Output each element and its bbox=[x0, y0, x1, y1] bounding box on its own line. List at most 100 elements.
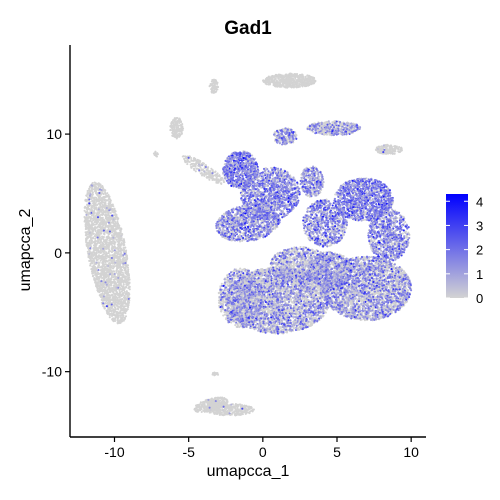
data-point bbox=[97, 198, 100, 201]
data-point bbox=[120, 247, 123, 250]
data-point bbox=[93, 261, 96, 264]
data-point bbox=[108, 283, 111, 286]
data-point bbox=[296, 75, 299, 79]
data-point bbox=[108, 214, 111, 217]
data-point bbox=[400, 146, 403, 149]
data-point bbox=[108, 313, 111, 316]
data-point bbox=[122, 283, 125, 286]
data-point bbox=[109, 262, 112, 265]
data-point bbox=[179, 127, 182, 130]
data-point bbox=[119, 273, 122, 276]
data-point bbox=[175, 137, 178, 140]
data-point bbox=[97, 285, 100, 288]
data-point bbox=[270, 75, 273, 78]
data-point bbox=[112, 229, 115, 232]
data-point bbox=[266, 77, 270, 80]
data-point bbox=[386, 150, 389, 153]
data-point bbox=[91, 181, 94, 185]
data-point bbox=[122, 314, 125, 317]
data-point bbox=[89, 256, 92, 259]
data-point bbox=[271, 79, 274, 82]
data-point bbox=[118, 257, 122, 261]
data-point bbox=[274, 74, 277, 77]
data-point bbox=[110, 287, 113, 290]
data-point bbox=[100, 201, 103, 204]
data-point bbox=[103, 307, 106, 310]
data-point bbox=[300, 76, 303, 79]
data-point bbox=[122, 279, 125, 282]
data-point bbox=[86, 210, 89, 213]
data-point bbox=[103, 260, 106, 263]
data-point bbox=[286, 84, 289, 87]
data-point bbox=[107, 224, 110, 227]
data-point bbox=[277, 77, 280, 80]
data-point bbox=[117, 250, 120, 253]
data-point bbox=[100, 249, 103, 252]
data-point bbox=[113, 207, 116, 210]
data-point bbox=[101, 260, 104, 263]
data-point bbox=[176, 129, 179, 132]
data-point bbox=[213, 178, 216, 181]
data-point bbox=[223, 213, 226, 217]
data-point bbox=[95, 207, 98, 210]
data-point bbox=[112, 320, 115, 323]
data-point bbox=[376, 150, 380, 153]
data-point bbox=[174, 136, 177, 139]
data-point bbox=[101, 213, 104, 217]
data-point bbox=[98, 214, 101, 217]
data-point bbox=[105, 309, 108, 312]
data-point bbox=[106, 267, 109, 270]
data-point bbox=[101, 283, 104, 286]
data-point bbox=[108, 244, 111, 247]
data-point bbox=[124, 293, 127, 296]
data-point bbox=[110, 281, 114, 285]
data-point bbox=[274, 227, 277, 230]
data-point bbox=[264, 81, 267, 84]
data-point bbox=[193, 167, 196, 170]
data-point bbox=[291, 85, 294, 88]
data-point bbox=[98, 291, 101, 294]
data-point bbox=[111, 203, 114, 206]
data-point bbox=[213, 90, 216, 93]
data-point bbox=[218, 216, 221, 220]
data-point bbox=[102, 193, 105, 196]
data-point bbox=[169, 128, 172, 132]
data-point bbox=[393, 149, 396, 153]
data-point bbox=[85, 239, 88, 242]
data-point bbox=[386, 143, 389, 146]
data-point bbox=[213, 81, 216, 84]
data-point bbox=[107, 241, 110, 245]
data-point bbox=[104, 286, 107, 289]
data-point bbox=[294, 83, 297, 86]
data-point bbox=[304, 82, 307, 85]
data-point bbox=[103, 219, 106, 223]
data-point bbox=[100, 210, 103, 213]
data-point bbox=[113, 232, 116, 235]
points-layer bbox=[83, 72, 413, 417]
data-point bbox=[119, 320, 122, 323]
data-point bbox=[95, 193, 98, 196]
data-point bbox=[88, 189, 91, 192]
data-point bbox=[107, 291, 110, 294]
data-point bbox=[87, 247, 90, 250]
data-point bbox=[222, 180, 225, 184]
data-point bbox=[85, 232, 88, 235]
data-point bbox=[268, 82, 271, 86]
data-point bbox=[91, 199, 94, 202]
data-point bbox=[127, 274, 130, 277]
data-point bbox=[90, 253, 93, 256]
data-point bbox=[126, 270, 129, 273]
data-point bbox=[306, 74, 309, 77]
data-point bbox=[106, 243, 109, 246]
data-point bbox=[176, 116, 179, 120]
data-point bbox=[120, 295, 123, 298]
data-point bbox=[103, 240, 106, 243]
data-point bbox=[189, 163, 192, 166]
data-point bbox=[114, 233, 118, 236]
data-point bbox=[117, 279, 120, 282]
data-point bbox=[105, 269, 109, 272]
data-point bbox=[119, 229, 122, 232]
data-point bbox=[113, 224, 116, 227]
data-point bbox=[124, 305, 127, 308]
data-point bbox=[117, 247, 120, 250]
